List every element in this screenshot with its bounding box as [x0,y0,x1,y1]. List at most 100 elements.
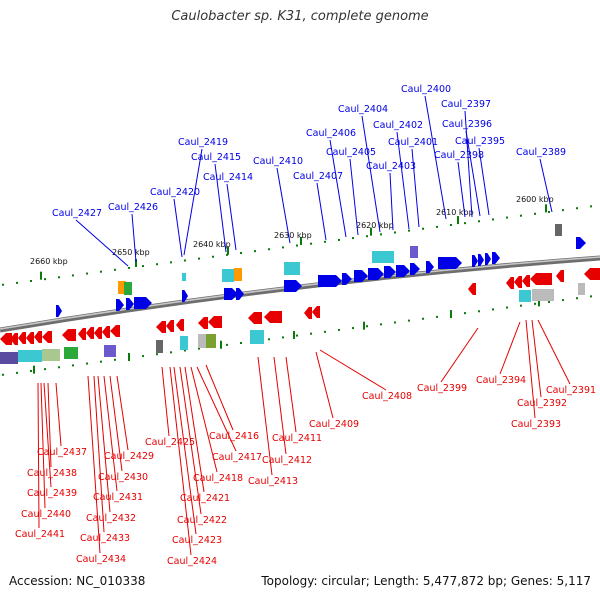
major-tick [40,271,42,280]
track-dot [394,321,396,324]
track-dot [268,248,270,251]
leader-line [161,366,170,437]
track-dot [590,295,592,298]
scale-labels: 2660 kbp 2650 kbp 2640 kbp 2630 kbp 2620 kbp… [30,195,554,266]
feature-block [532,289,554,301]
feature-block [156,340,163,353]
feature-block [410,246,418,258]
track-dot [184,349,186,352]
gene-label: Caul_2425 [145,437,195,448]
leader-line [87,375,101,554]
track-dot [296,244,298,247]
major-tick [33,365,35,374]
gene-label: Caul_2438 [27,468,77,479]
track-dot [520,214,522,217]
leader-line [273,356,287,455]
forward-gene-arrow [478,254,484,266]
leader-line [361,115,381,233]
gene-label: Caul_2427 [52,208,102,219]
reverse-gene-arrow [166,320,174,332]
reverse-gene-arrow [208,316,222,328]
leader-line [464,110,473,218]
track-dot [310,332,312,335]
scale-label: 2610 kbp [436,208,474,217]
leader-line [196,366,237,452]
leader-line [184,366,205,493]
major-tick [538,298,540,307]
track-dot [352,327,354,330]
forward-gene-arrow [396,265,410,277]
forward-gene-arrow [318,275,342,287]
leader-line [440,327,479,383]
leader-line [411,148,420,228]
reverse-gene-arrow [304,307,312,319]
gene-label: Caul_2394 [476,375,526,386]
gene-label: Caul_2400 [401,84,451,95]
leader-line [525,319,536,419]
leader-line [539,158,553,213]
leader-line [276,167,291,244]
feature-block [180,336,188,350]
feature-blocks [0,224,585,364]
leader-line [478,147,490,216]
feature-block [234,268,242,281]
gene-label: Caul_2410 [253,156,303,167]
leader-line [75,219,129,267]
major-tick [370,227,372,236]
track-dot [338,238,340,241]
track-dot [478,310,480,313]
track-dot [534,212,536,215]
forward-gene-arrow [410,263,420,275]
scale-ticks [2,204,592,376]
track-dot [2,373,4,376]
track-dot [590,205,592,208]
reverse-gene-arrow [10,333,18,345]
major-tick [220,340,222,349]
track-dot [282,246,284,249]
leader-line [131,213,137,263]
gene-labels: Caul_2427 Caul_2426 Caul_2420 Caul_2419 Caul… [15,84,596,567]
track-dot [422,317,424,320]
track-dot [534,302,536,305]
forward-gene-arrow [438,257,462,269]
leader-line [465,130,481,217]
leader-line [257,356,273,476]
feature-block [555,224,562,236]
track-dot [170,351,172,354]
leader-line [190,366,218,473]
leader-line [537,319,571,385]
track-dot [548,210,550,213]
track-dot [156,353,158,356]
track-dot [436,315,438,318]
major-tick [363,321,365,330]
gene-label: Caul_2419 [178,137,228,148]
gene-label: Caul_2413 [248,476,298,487]
track-dot [142,265,144,268]
track-dot [422,227,424,230]
reverse-gene-arrow [264,311,282,323]
major-tick [300,237,302,246]
track-dot [72,274,74,277]
forward-gene-arrow [284,280,302,292]
reverse-gene-arrow [94,327,102,339]
track-dot [128,266,130,269]
feature-block [104,345,116,357]
gene-label: Caul_2405 [326,147,376,158]
gene-label: Caul_2389 [516,147,566,158]
forward-gene-arrow [368,268,384,280]
scale-label: 2600 kbp [516,195,554,204]
leader-line [40,382,46,509]
leader-line [173,198,183,258]
gene-label: Caul_2429 [104,451,154,462]
reverse-gene-arrow [78,328,86,340]
forward-gene-arrow [576,237,586,249]
reverse-strand-genes [0,268,600,345]
reverse-gene-arrow [468,283,476,295]
reverse-gene-arrow [556,270,564,282]
feature-block [206,334,216,348]
gene-label: Caul_2417 [212,452,262,463]
reverse-gene-arrow [514,276,522,288]
track-dot [366,235,368,238]
track-dot [212,255,214,258]
